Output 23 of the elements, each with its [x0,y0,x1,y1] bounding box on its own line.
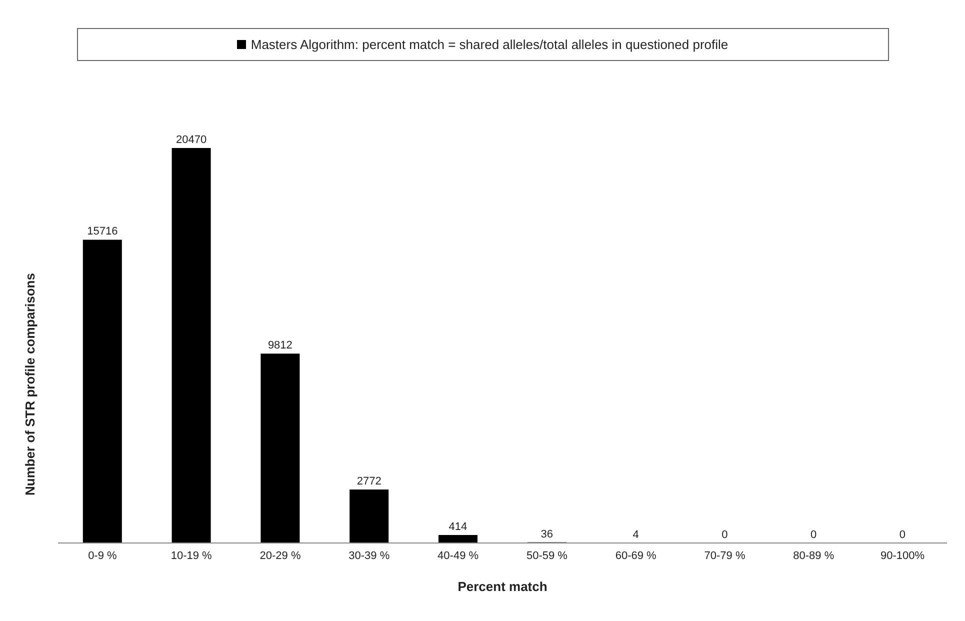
x-tick-label: 50-59 % [526,550,568,562]
data-label: 0 [899,528,906,541]
data-label: 2772 [356,476,382,488]
data-label: 0 [722,528,728,541]
x-tick-label: 60-69 % [615,550,657,562]
y-axis-title: Number of STR profile comparisons [22,273,38,496]
data-label: 4 [632,528,639,541]
data-label: 36 [540,528,554,540]
data-label: 0 [810,528,817,541]
x-tick-label: 40-49 % [438,550,479,562]
legend-label: Masters Algorithm: percent match = shared alleles/total alleles in questioned profile [250,37,728,52]
x-tick-label: 80-89 % [793,550,834,562]
x-tick-label: 10-19 % [170,550,212,562]
x-tick-label: 30-39 % [348,550,390,562]
data-label: 15716 [87,226,118,238]
x-tick-label: 90-100% [880,550,925,562]
data-label: 9812 [268,340,292,352]
x-tick-label: 20-29 % [260,550,301,562]
data-label: 414 [448,521,468,534]
x-axis-title: Percent match [458,579,548,594]
x-tick-label: 70-79 % [704,550,746,562]
x-tick-label: 0-9 % [88,550,118,562]
data-label: 20470 [176,134,207,146]
